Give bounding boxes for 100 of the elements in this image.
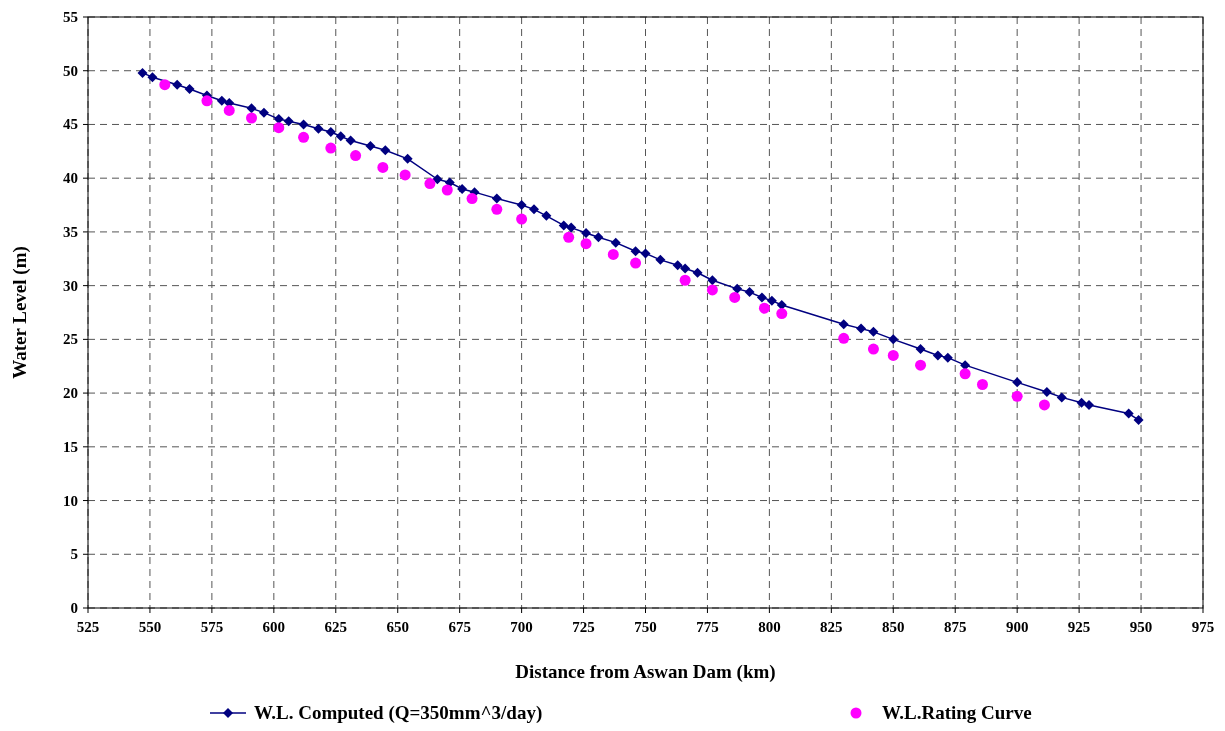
point <box>399 169 411 181</box>
point <box>325 142 337 154</box>
point <box>377 161 389 173</box>
x-tick-label: 675 <box>448 619 471 635</box>
point <box>630 246 641 257</box>
legend-label: W.L.Rating Curve <box>882 702 1032 723</box>
x-tick-label: 625 <box>324 619 348 635</box>
point <box>424 178 436 190</box>
x-tick-label: 650 <box>386 619 409 635</box>
point <box>365 140 376 151</box>
point <box>402 153 413 164</box>
point <box>335 131 346 142</box>
y-tick-label: 15 <box>63 438 78 455</box>
point <box>246 103 257 114</box>
point <box>729 291 741 303</box>
point <box>159 79 171 91</box>
point <box>258 107 269 118</box>
point <box>610 237 621 248</box>
y-tick-label: 10 <box>63 492 78 509</box>
point <box>756 292 767 303</box>
point <box>1012 377 1023 388</box>
point <box>640 248 651 259</box>
point <box>1038 399 1050 411</box>
y-tick-label: 25 <box>63 331 78 348</box>
point <box>1084 399 1095 410</box>
point <box>888 334 899 345</box>
point <box>529 204 539 215</box>
y-tick-label: 30 <box>63 277 78 294</box>
point <box>766 295 777 306</box>
x-tick-label: 975 <box>1191 619 1215 635</box>
x-tick-label: 775 <box>696 619 719 635</box>
x-axis-title: Distance from Aswan Dam (km) <box>515 661 776 683</box>
point <box>516 200 527 211</box>
point <box>976 379 988 390</box>
point <box>432 174 443 185</box>
y-tick-label: 0 <box>70 600 78 616</box>
point <box>201 95 213 107</box>
point <box>679 274 691 286</box>
y-tick-label: 55 <box>63 9 78 25</box>
y-tick-label: 5 <box>70 546 78 563</box>
y-tick-label: 35 <box>63 223 78 240</box>
point <box>246 112 258 124</box>
point <box>298 131 310 143</box>
point <box>868 326 879 337</box>
point <box>1011 390 1023 402</box>
x-tick-label: 550 <box>138 619 162 635</box>
point <box>593 232 604 243</box>
x-tick-label: 875 <box>943 619 967 635</box>
point <box>1076 397 1087 408</box>
point <box>915 344 926 355</box>
point <box>1041 387 1052 398</box>
point <box>457 183 468 194</box>
point <box>630 257 642 269</box>
point <box>1133 414 1144 425</box>
point <box>692 267 703 278</box>
point <box>915 359 927 371</box>
x-tick-label: 925 <box>1067 619 1091 635</box>
x-tick-label: 750 <box>634 619 657 635</box>
point <box>867 343 879 355</box>
point <box>541 210 552 221</box>
point <box>680 263 691 274</box>
x-tick-label: 800 <box>758 619 781 635</box>
point <box>744 287 755 298</box>
y-tick-label: 20 <box>63 385 78 402</box>
x-tick-label: 575 <box>200 619 224 635</box>
point <box>838 319 849 330</box>
point <box>491 203 503 215</box>
point <box>856 323 867 334</box>
point <box>441 184 453 196</box>
point <box>838 332 850 344</box>
point <box>380 145 391 156</box>
point <box>147 72 158 83</box>
point <box>932 350 943 361</box>
point <box>581 227 592 238</box>
point <box>345 135 356 146</box>
point <box>216 95 227 106</box>
point <box>655 254 666 265</box>
x-tick-label: 725 <box>572 619 595 635</box>
x-tick-label: 825 <box>820 619 843 635</box>
point <box>732 283 743 294</box>
point <box>172 79 183 90</box>
point <box>184 83 195 94</box>
point <box>672 260 683 271</box>
y-axis-title: Water Level (m) <box>9 246 31 379</box>
point <box>706 284 718 296</box>
x-tick-label: 525 <box>76 619 100 635</box>
point <box>580 238 592 250</box>
point <box>887 349 899 361</box>
point <box>283 116 294 127</box>
x-tick-label: 900 <box>1005 619 1029 635</box>
y-tick-label: 45 <box>63 116 78 133</box>
x-tick-label: 600 <box>262 619 286 635</box>
y-tick-label: 40 <box>63 170 78 187</box>
point <box>566 222 577 233</box>
point <box>776 308 788 320</box>
point <box>776 299 787 310</box>
point <box>1056 392 1067 403</box>
point <box>942 352 953 363</box>
y-tick-label: 50 <box>63 62 78 79</box>
legend-label: W.L. Computed (Q=350mm^3/day) <box>254 702 543 724</box>
